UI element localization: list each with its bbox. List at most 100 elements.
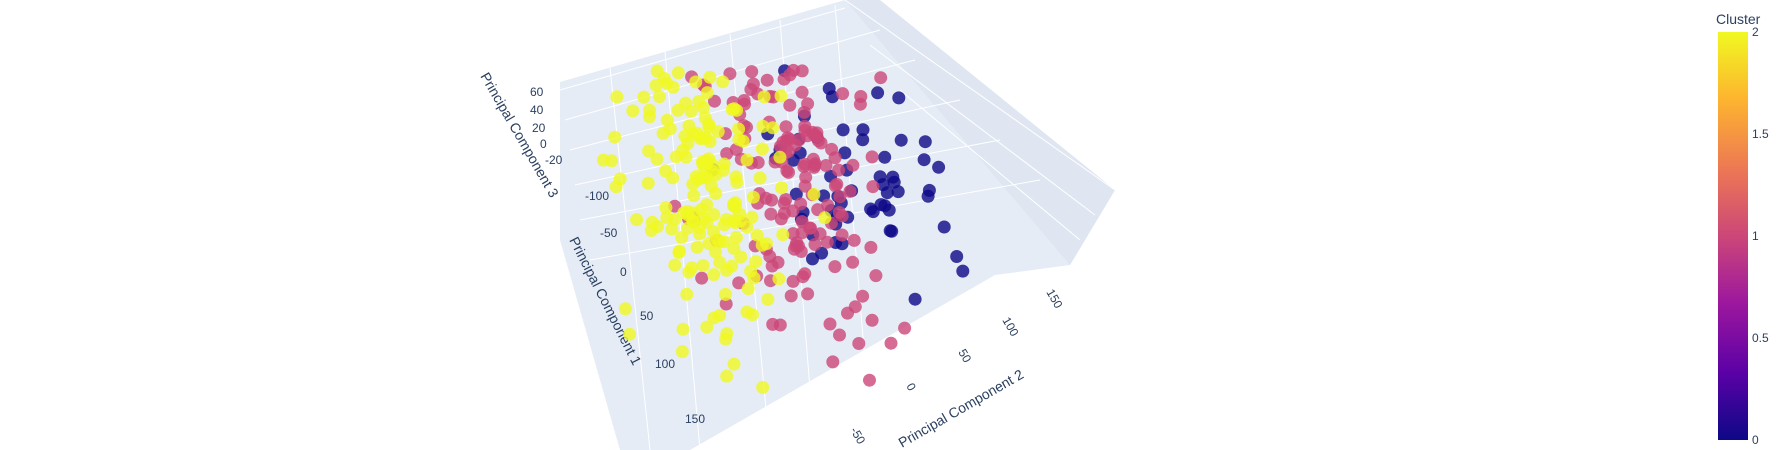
scatter-point-cluster-1[interactable] [846,255,860,269]
scatter-point-cluster-2[interactable] [596,153,610,167]
scatter-point-cluster-2[interactable] [753,171,767,185]
scatter-point-cluster-1[interactable] [801,287,815,301]
scatter-point-cluster-2[interactable] [717,218,731,232]
scatter-point-cluster-1[interactable] [782,165,795,179]
scatter-point-cluster-2[interactable] [740,305,754,319]
scatter-point-cluster-2[interactable] [684,104,698,118]
scatter-point-cluster-1[interactable] [760,73,774,87]
scatter-point-cluster-1[interactable] [737,94,751,107]
scatter-point-cluster-2[interactable] [682,265,696,279]
scatter-point-cluster-1[interactable] [794,197,808,211]
scatter-point-cluster-1[interactable] [732,276,746,290]
scatter-point-cluster-0[interactable] [838,146,852,160]
scatter-point-cluster-1[interactable] [865,313,879,327]
scatter-point-cluster-2[interactable] [774,89,788,103]
scatter-point-cluster-2[interactable] [746,190,760,204]
scatter-point-cluster-1[interactable] [852,337,866,350]
scatter-point-cluster-2[interactable] [700,320,714,334]
scatter-point-cluster-2[interactable] [749,255,763,269]
scatter-point-cluster-2[interactable] [690,240,704,254]
scatter-point-cluster-2[interactable] [709,168,723,182]
scatter-point-cluster-2[interactable] [643,110,656,124]
scatter-point-cluster-2[interactable] [686,177,700,191]
scatter-point-cluster-0[interactable] [908,292,922,306]
scatter-point-cluster-0[interactable] [918,135,932,149]
scatter-point-cluster-2[interactable] [720,327,734,341]
scatter-point-cluster-1[interactable] [854,90,868,103]
scatter-point-cluster-1[interactable] [784,289,798,303]
scatter-point-cluster-2[interactable] [709,187,723,200]
scatter-point-cluster-2[interactable] [678,129,692,143]
scatter-point-cluster-1[interactable] [898,321,912,335]
scatter-point-cluster-1[interactable] [695,271,709,285]
scatter-point-cluster-1[interactable] [864,240,878,254]
scatter-point-cluster-1[interactable] [874,71,888,85]
scatter-point-cluster-1[interactable] [774,212,788,226]
scatter-point-cluster-2[interactable] [727,357,741,371]
scatter-point-cluster-0[interactable] [878,150,892,164]
scatter-point-cluster-2[interactable] [692,95,706,108]
scatter-point-cluster-2[interactable] [713,255,727,269]
scatter-point-cluster-2[interactable] [732,122,746,136]
scatter-point-cluster-2[interactable] [650,152,664,166]
scatter-point-cluster-2[interactable] [687,189,701,203]
scatter-point-cluster-2[interactable] [686,214,700,228]
scatter-point-cluster-1[interactable] [800,129,814,143]
scatter-point-cluster-2[interactable] [740,153,754,167]
scatter-point-cluster-2[interactable] [719,287,732,301]
scatter-point-cluster-2[interactable] [729,231,743,244]
scatter-point-cluster-0[interactable] [836,123,850,137]
scatter-point-cluster-2[interactable] [665,222,679,236]
scatter-point-cluster-2[interactable] [760,237,773,250]
scatter-point-cluster-2[interactable] [745,210,759,224]
scatter-point-cluster-1[interactable] [866,180,880,194]
scatter-point-cluster-2[interactable] [659,201,673,215]
scatter-points[interactable] [596,63,970,394]
scatter-point-cluster-1[interactable] [795,226,809,240]
scatter-point-cluster-2[interactable] [741,282,755,296]
scatter-point-cluster-1[interactable] [786,274,800,288]
scatter-point-cluster-1[interactable] [808,238,822,251]
scatter-point-cluster-0[interactable] [856,123,870,137]
scatter-point-cluster-2[interactable] [677,206,691,220]
scatter-point-cluster-2[interactable] [713,308,727,322]
scatter-point-cluster-0[interactable] [856,133,870,147]
scatter-point-cluster-2[interactable] [766,121,780,135]
scatter-point-cluster-0[interactable] [922,183,936,197]
scatter-point-cluster-1[interactable] [764,207,778,221]
scatter-point-cluster-1[interactable] [807,160,821,174]
scatter-point-cluster-2[interactable] [818,211,832,225]
scatter-point-cluster-2[interactable] [697,211,710,225]
scatter-point-cluster-2[interactable] [613,172,627,186]
scatter-point-cluster-2[interactable] [642,144,656,158]
scatter-point-cluster-1[interactable] [798,267,812,281]
scatter-point-cluster-2[interactable] [727,241,741,255]
scatter-point-cluster-2[interactable] [608,130,622,144]
scatter-point-cluster-2[interactable] [675,345,689,359]
scatter-point-cluster-1[interactable] [745,65,759,79]
scatter-point-cluster-1[interactable] [708,94,721,108]
scatter-point-cluster-1[interactable] [884,336,898,350]
scatter-point-cluster-1[interactable] [835,209,849,223]
scatter-point-cluster-0[interactable] [950,250,964,263]
scatter-point-cluster-2[interactable] [696,259,710,272]
scatter-point-cluster-1[interactable] [797,159,811,173]
scatter-point-cluster-2[interactable] [680,287,694,301]
scatter-point-cluster-2[interactable] [757,90,771,104]
scatter-point-cluster-2[interactable] [756,380,770,394]
scatter-point-cluster-2[interactable] [775,181,789,195]
scatter-point-cluster-2[interactable] [637,90,651,104]
scatter-point-cluster-1[interactable] [821,198,835,212]
scatter-point-cluster-0[interactable] [956,264,970,278]
scatter-point-cluster-2[interactable] [623,327,637,341]
scatter-point-cluster-1[interactable] [779,120,793,134]
scatter-point-cluster-2[interactable] [729,170,743,184]
scatter-point-cluster-1[interactable] [865,150,879,164]
scatter-point-cluster-2[interactable] [717,235,731,249]
scatter-point-cluster-2[interactable] [750,228,764,242]
scatter-point-cluster-0[interactable] [874,198,888,212]
scatter-point-cluster-1[interactable] [863,373,876,387]
scatter-point-cluster-1[interactable] [835,228,849,242]
scatter-point-cluster-2[interactable] [610,90,624,104]
scatter-point-cluster-2[interactable] [807,187,821,201]
